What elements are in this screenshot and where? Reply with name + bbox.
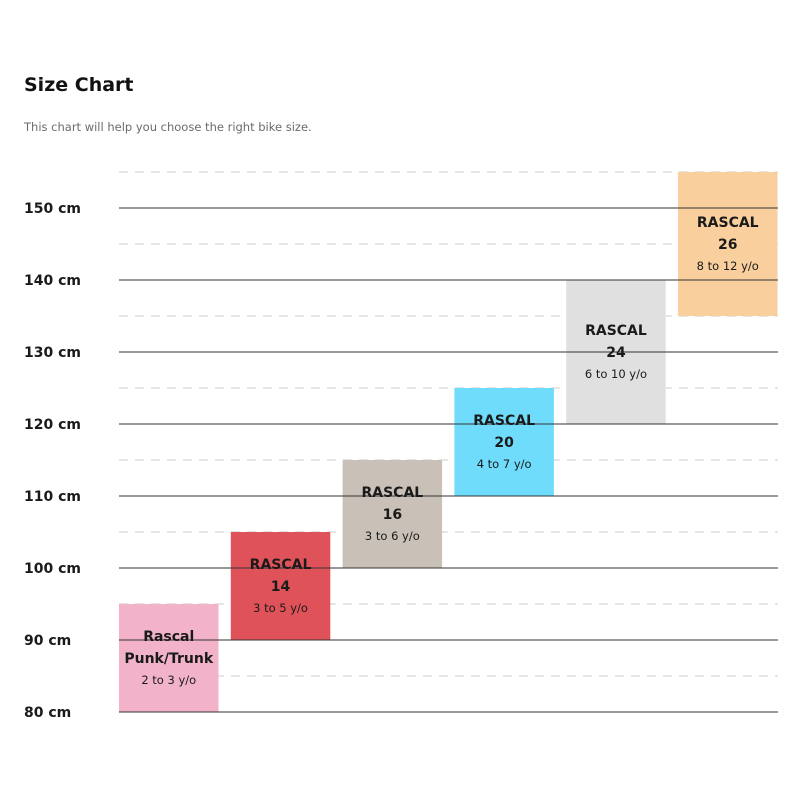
y-tick-label: 80 cm [24, 705, 71, 721]
bar-age-label: 2 to 3 y/o [141, 673, 196, 687]
y-tick-label: 100 cm [24, 561, 81, 577]
bar-label: RASCAL [697, 215, 759, 231]
bar-label: 26 [718, 237, 737, 253]
bar-age-label: 8 to 12 y/o [697, 259, 759, 273]
y-tick-label: 130 cm [24, 345, 81, 361]
bar-label: Rascal [143, 629, 194, 645]
bar-label: 24 [606, 345, 626, 361]
chart-title: Size Chart [24, 74, 134, 96]
y-tick-label: 140 cm [24, 273, 81, 289]
y-tick-label: 90 cm [24, 633, 71, 649]
bar-label: RASCAL [473, 413, 535, 429]
size-bar [678, 172, 778, 316]
size-bar [454, 388, 554, 496]
bar-label: 20 [494, 435, 514, 451]
size-bar [230, 532, 331, 640]
size-bar [342, 460, 443, 568]
bar-label: 16 [383, 507, 402, 523]
y-tick-label: 120 cm [24, 417, 81, 433]
chart-subtitle: This chart will help you choose the righ… [24, 120, 312, 134]
y-tick-label: 110 cm [24, 489, 81, 505]
bar-label: RASCAL [585, 323, 647, 339]
y-tick-label: 150 cm [24, 201, 81, 217]
bar-label: 14 [271, 579, 291, 595]
bar-age-label: 3 to 6 y/o [365, 529, 420, 543]
bar-age-label: 6 to 10 y/o [585, 367, 647, 381]
bar-age-label: 3 to 5 y/o [253, 601, 308, 615]
bar-label: RASCAL [250, 557, 312, 573]
size-bar [119, 604, 219, 712]
bar-age-label: 4 to 7 y/o [477, 457, 532, 471]
bar-label: Punk/Trunk [124, 651, 213, 667]
bar-label: RASCAL [361, 485, 423, 501]
